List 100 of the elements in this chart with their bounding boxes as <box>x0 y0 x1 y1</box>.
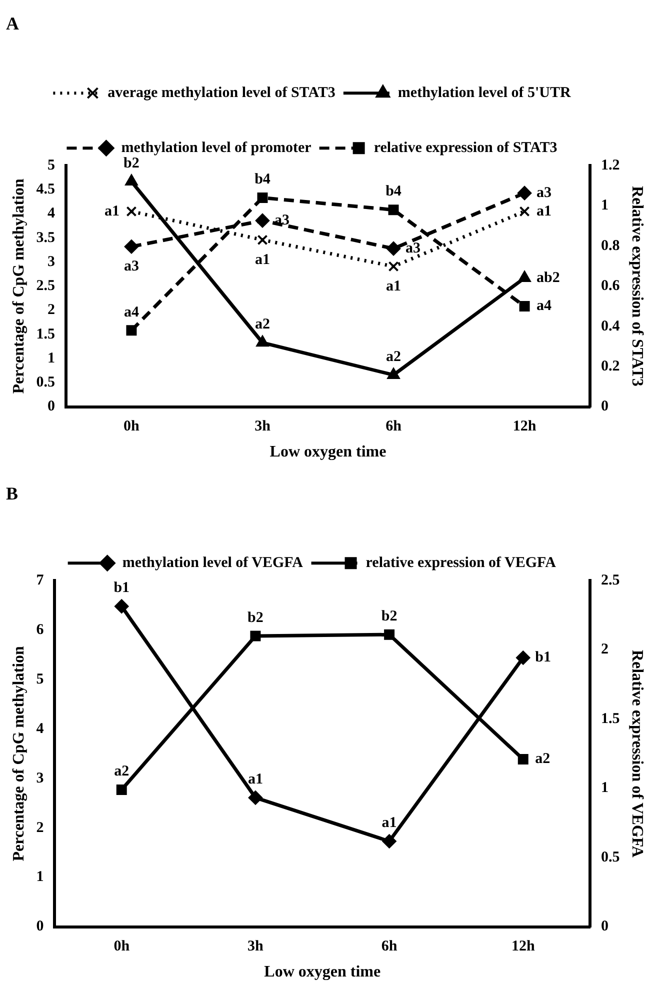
point <box>126 206 137 217</box>
y-tick-label: 0.5 <box>36 374 55 391</box>
y-tick-label: 2 <box>36 820 44 836</box>
annotation: a2 <box>535 751 550 768</box>
x-tick-label: 0h <box>124 418 140 435</box>
y2-tick-label: 2.5 <box>601 572 620 588</box>
y2-tick-label: 0.6 <box>601 278 620 294</box>
y-tick-label: 5 <box>36 671 44 688</box>
annotation: a1 <box>386 278 402 294</box>
point <box>518 754 528 764</box>
legend-label: methylation level of 5'UTR <box>398 84 571 101</box>
y-tick-label: 7 <box>36 572 44 588</box>
annotation: a2 <box>114 764 130 780</box>
annotation: a1 <box>254 252 270 268</box>
legend-label: methylation level of promoter <box>121 140 312 156</box>
legend-label: methylation level of VEGFA <box>122 554 304 571</box>
point <box>255 214 270 228</box>
annotation: b4 <box>254 172 271 188</box>
point <box>518 271 531 282</box>
annotation: a3 <box>536 184 552 201</box>
point <box>257 192 268 204</box>
point <box>388 204 399 216</box>
point <box>256 336 269 347</box>
annotation: a4 <box>124 304 140 320</box>
y-tick-label: 1 <box>47 350 55 366</box>
y2-tick-label: 1 <box>601 198 609 214</box>
annotation: a1 <box>104 203 120 220</box>
y-tick-label: 4 <box>47 206 56 222</box>
annotation: a1 <box>248 772 263 788</box>
y2-tick-label: 0.5 <box>601 849 620 866</box>
chart-title: A <box>6 13 19 34</box>
y-tick-label: 1 <box>36 869 44 886</box>
x-tick-label: 3h <box>248 938 264 955</box>
point <box>384 629 395 640</box>
point <box>519 206 530 217</box>
x-axis-title: Low oxygen time <box>264 964 381 981</box>
annotation: a1 <box>536 203 552 220</box>
annotation: a3 <box>406 240 421 256</box>
point <box>388 261 399 272</box>
legend-label: relative expression of STAT3 <box>374 140 558 156</box>
y2-tick-label: 0.2 <box>601 358 620 374</box>
y2-tick-label: 0.8 <box>601 238 620 254</box>
point <box>126 325 137 336</box>
y-tick-label: 5 <box>47 157 55 174</box>
point <box>386 242 401 256</box>
y-tick-label: 0 <box>47 398 55 415</box>
y2-axis-title: Relative expression of VEGFA <box>628 650 646 858</box>
x-axis-title: Low oxygen time <box>270 444 386 461</box>
point <box>114 599 129 614</box>
y2-tick-label: 0.4 <box>601 318 620 334</box>
y-tick-label: 4.5 <box>36 182 55 198</box>
annotation: b1 <box>535 650 551 666</box>
y-tick-label: 1.5 <box>36 326 55 342</box>
x-tick-label: 6h <box>381 938 398 955</box>
point <box>250 630 261 642</box>
y-tick-label: 2.5 <box>36 278 55 294</box>
annotation: a2 <box>386 348 402 365</box>
annotation: a3 <box>124 258 139 275</box>
annotation: ab2 <box>536 270 560 286</box>
chart-title: B <box>6 483 18 504</box>
x-tick-label: 3h <box>254 418 272 435</box>
point <box>116 784 127 795</box>
annotation: a2 <box>254 316 270 333</box>
point <box>519 301 530 312</box>
y2-tick-label: 1 <box>601 780 609 796</box>
annotation: a1 <box>382 815 397 832</box>
y-tick-label: 0 <box>36 918 44 935</box>
annotation: b4 <box>386 184 402 200</box>
legend-label: average methylation level of STAT3 <box>108 84 336 101</box>
y2-axis-title: Relative expression of STAT3 <box>628 186 646 386</box>
y-tick-label: 2 <box>47 302 55 318</box>
y-axis-title: Percentage of CpG methylation <box>10 646 28 862</box>
y2-tick-label: 0 <box>601 398 609 415</box>
annotation: b2 <box>248 610 264 626</box>
y-axis-title: Percentage of CpG methylation <box>10 178 28 394</box>
y2-tick-label: 1.5 <box>601 710 620 727</box>
point <box>382 834 396 848</box>
y-tick-label: 4 <box>36 720 44 737</box>
point <box>124 240 138 254</box>
point <box>516 650 530 665</box>
point <box>518 186 532 200</box>
x-tick-label: 0h <box>114 938 130 955</box>
point <box>248 790 262 805</box>
legend-label: relative expression of VEGFA <box>366 554 556 571</box>
y-tick-label: 3 <box>36 770 44 786</box>
point <box>257 234 268 246</box>
x-tick-label: 12h <box>512 418 537 435</box>
y2-tick-label: 1.2 <box>601 157 620 174</box>
annotation: b1 <box>114 580 130 596</box>
x-tick-label: 12h <box>511 938 536 955</box>
annotation: b2 <box>381 608 398 624</box>
annotation: a4 <box>536 298 552 314</box>
y2-tick-label: 0 <box>601 918 609 935</box>
x-tick-label: 6h <box>386 418 402 435</box>
point <box>387 368 400 379</box>
y-tick-label: 3.5 <box>36 230 55 246</box>
y-tick-label: 3 <box>47 254 55 270</box>
annotation: b2 <box>124 155 140 172</box>
y2-tick-label: 2 <box>601 642 609 658</box>
y-tick-label: 6 <box>36 622 44 638</box>
